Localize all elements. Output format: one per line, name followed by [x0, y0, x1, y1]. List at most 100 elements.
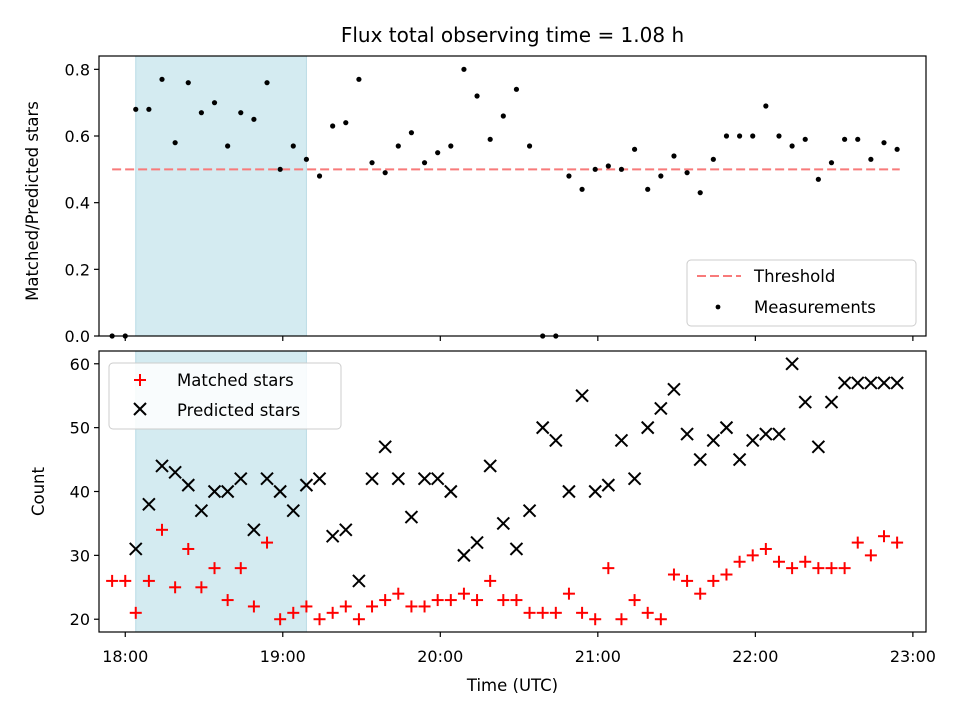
- predicted-star-marker: [352, 574, 366, 588]
- measurement-point: [618, 166, 625, 172]
- matched-star-marker: [549, 606, 562, 619]
- measurement-point: [225, 143, 231, 149]
- measurement-point: [238, 110, 244, 116]
- predicted-star-marker: [785, 357, 799, 371]
- y-tick-label: 0.2: [65, 260, 90, 279]
- measurement-point: [697, 190, 703, 196]
- measurement-point: [211, 100, 218, 106]
- predicted-star-marker: [654, 401, 668, 416]
- measurement-point: [579, 186, 585, 192]
- predicted-star-marker: [155, 459, 169, 473]
- y-tick-label: 30: [70, 546, 90, 565]
- predicted-star-marker: [732, 452, 747, 467]
- measurement-point: [448, 143, 454, 149]
- measurement-point: [461, 66, 467, 72]
- predicted-star-marker: [299, 478, 314, 492]
- x-ticks: [124, 336, 914, 341]
- measurement-point: [658, 173, 664, 179]
- legend-box: [108, 362, 342, 430]
- measurement-point: [526, 143, 533, 149]
- measurement-point: [343, 120, 349, 126]
- measurement-point: [684, 170, 690, 176]
- y-tick-label: 50: [70, 419, 90, 438]
- legend-measurements-label: Measurements: [754, 298, 876, 317]
- measurement-point: [513, 86, 520, 92]
- x-ticks: 18:00 19:00 20:00 21:00 22:00 23:00: [102, 632, 936, 666]
- matched-star-marker: [208, 562, 221, 575]
- measurement-point: [605, 163, 611, 169]
- predicted-star-marker: [575, 388, 589, 403]
- measurement-point: [487, 136, 493, 142]
- matched-star-marker: [510, 594, 523, 607]
- matched-star-marker: [169, 581, 182, 594]
- predicted-star-marker: [667, 382, 681, 397]
- matched-star-marker: [352, 613, 365, 626]
- predicted-star-marker: [273, 484, 287, 499]
- matched-star-marker: [366, 600, 379, 613]
- predicted-star-marker: [220, 484, 235, 499]
- predicted-star-marker: [851, 376, 865, 390]
- matched-star-marker: [195, 581, 208, 594]
- measurement-point: [723, 133, 730, 139]
- measurement-point: [435, 150, 441, 156]
- predicted-star-marker: [496, 516, 511, 531]
- measurement-point: [316, 173, 323, 179]
- predicted-star-marker: [864, 376, 878, 390]
- legend: Threshold Measurements: [686, 259, 917, 327]
- matched-star-marker: [300, 600, 313, 613]
- predicted-star-marker: [457, 548, 471, 563]
- measurement-points: [109, 66, 900, 339]
- x-tick-label: 19:00: [260, 647, 306, 666]
- matched-star-marker: [313, 613, 326, 626]
- measurement-point: [868, 156, 874, 162]
- matched-star-marker: [497, 594, 510, 607]
- legend-predicted-label: Predicted stars: [177, 401, 300, 420]
- chart-title: Flux total observing time = 1.08 h: [341, 23, 684, 47]
- predicted-star-marker: [325, 529, 340, 543]
- predicted-star-marker: [837, 376, 852, 390]
- measurement-point: [133, 106, 139, 112]
- highlight-span: [135, 55, 307, 337]
- plot-frame: [98, 55, 927, 337]
- matched-star-marker: [106, 574, 119, 587]
- predicted-star-marker: [641, 420, 655, 435]
- measurement-point: [421, 160, 428, 166]
- predicted-star-marker: [706, 433, 721, 448]
- measurement-point: [566, 173, 572, 179]
- matched-star-marker: [247, 600, 260, 613]
- legend-predicted-swatch: [133, 402, 147, 416]
- matched-star-marker: [877, 530, 890, 543]
- matched-star-marker: [576, 606, 589, 619]
- predicted-star-marker: [417, 472, 432, 486]
- matched-star-marker: [746, 549, 759, 562]
- measurement-point: [631, 146, 638, 152]
- matched-star-marker: [694, 587, 707, 600]
- predicted-star-marker: [811, 440, 826, 454]
- measurement-point: [750, 133, 756, 139]
- measurement-point: [369, 160, 375, 166]
- legend-box: [686, 259, 917, 327]
- measurement-point: [645, 186, 651, 192]
- predicted-star-marker: [470, 535, 484, 550]
- predicted-star-marker: [207, 484, 222, 499]
- matched-star-marker: [864, 549, 877, 562]
- predicted-star-marker: [391, 472, 406, 486]
- measurement-point: [198, 110, 204, 116]
- measurement-point: [736, 133, 743, 139]
- predicted-star-marker: [601, 478, 616, 492]
- matched-star-marker: [733, 555, 746, 568]
- legend-matched-swatch: [134, 374, 146, 386]
- predicted-star-marker: [129, 542, 143, 556]
- y-tick-label: 0.6: [65, 127, 90, 146]
- predicted-star-marker: [759, 427, 773, 441]
- matched-star-marker: [431, 594, 444, 607]
- predicted-star-marker: [339, 523, 353, 537]
- measurement-point: [277, 166, 283, 172]
- measurement-point: [159, 76, 165, 82]
- matched-star-marker: [536, 606, 549, 619]
- predicted-star-marker: [522, 503, 537, 518]
- predicted-star-marker: [234, 472, 248, 486]
- predicted-star-marker: [509, 542, 524, 556]
- measurement-point: [146, 106, 152, 112]
- measurement-point: [356, 76, 362, 82]
